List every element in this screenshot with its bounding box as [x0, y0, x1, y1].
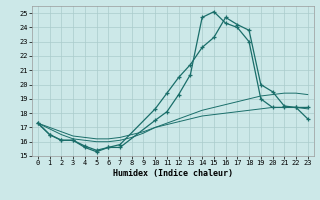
- X-axis label: Humidex (Indice chaleur): Humidex (Indice chaleur): [113, 169, 233, 178]
